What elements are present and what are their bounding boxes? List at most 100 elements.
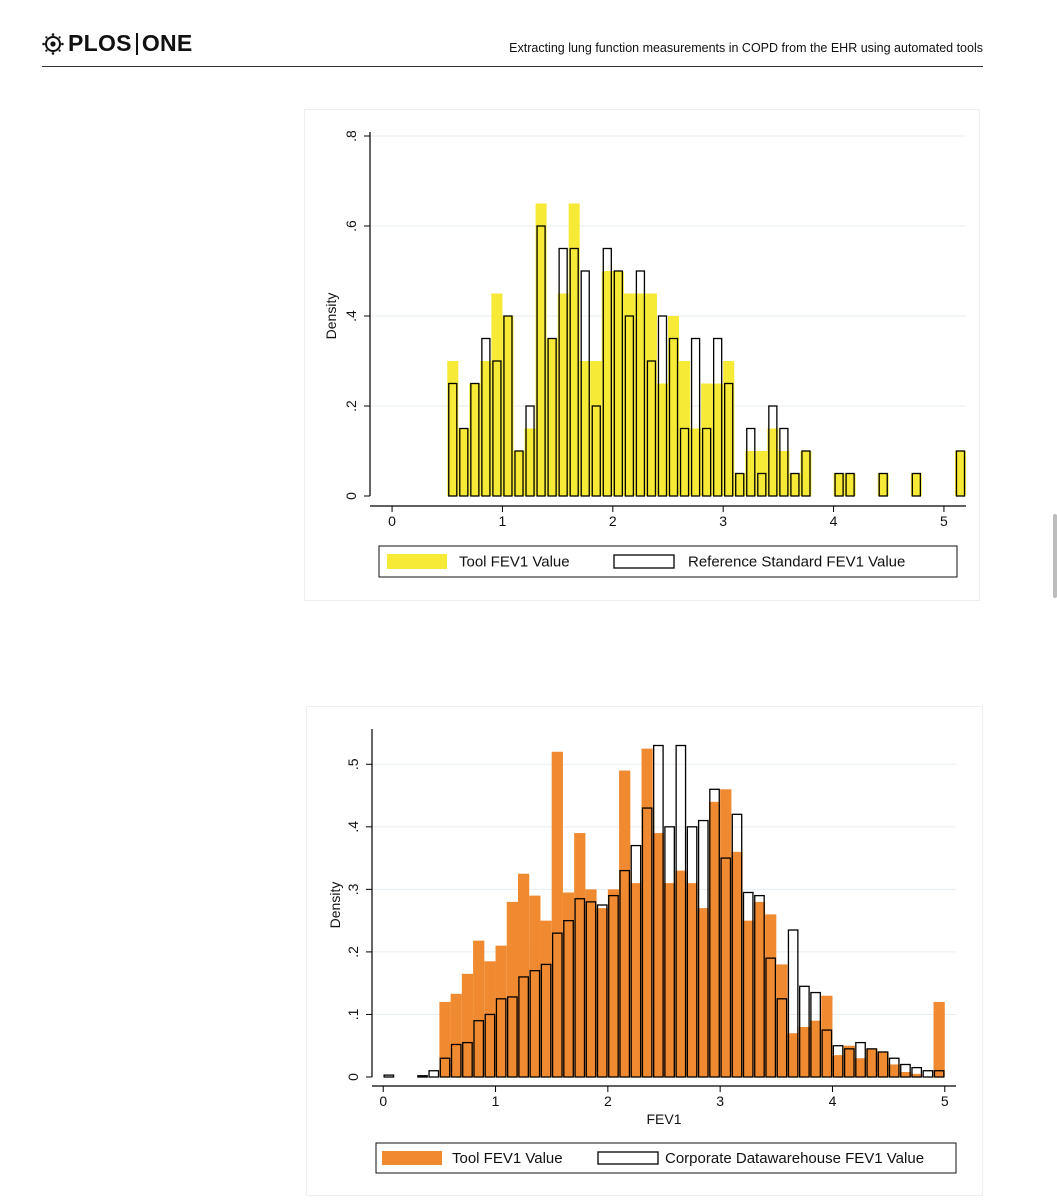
logo-divider bbox=[135, 32, 138, 55]
legend-box bbox=[375, 1142, 957, 1174]
x-tick-label: 0 bbox=[388, 513, 396, 529]
bar-reference bbox=[495, 998, 507, 1078]
y-tick-label: .8 bbox=[343, 130, 359, 142]
bar-tool bbox=[619, 770, 631, 1077]
bar-tool bbox=[668, 316, 680, 496]
bar-reference bbox=[754, 894, 765, 1078]
bar-reference bbox=[450, 1043, 462, 1078]
bar-tool bbox=[546, 338, 558, 496]
bar-tool bbox=[720, 789, 732, 1077]
bar-tool bbox=[439, 1001, 451, 1077]
bar-tool bbox=[888, 1064, 900, 1077]
bar-tool bbox=[630, 883, 642, 1077]
bar-tool bbox=[590, 361, 602, 496]
bar-tool bbox=[877, 1051, 889, 1077]
bar-tool bbox=[798, 1026, 810, 1077]
bar-reference bbox=[518, 976, 529, 1078]
bar-reference bbox=[834, 472, 844, 497]
bar-tool bbox=[742, 920, 754, 1077]
bar-reference bbox=[585, 901, 597, 1078]
bar-reference bbox=[810, 991, 821, 1078]
bar-reference bbox=[540, 963, 552, 1078]
bar-tool bbox=[469, 383, 481, 496]
legend-label-tool: Tool FEV1 Value bbox=[459, 554, 570, 571]
bar-tool bbox=[899, 1071, 912, 1077]
x-tick-label: 2 bbox=[604, 1093, 612, 1109]
bar-reference bbox=[448, 382, 458, 497]
bar-reference bbox=[720, 857, 732, 1078]
bar-tool bbox=[745, 451, 757, 496]
bar-tool bbox=[574, 833, 586, 1077]
running-title: Extracting lung function measurements in… bbox=[509, 41, 983, 55]
bar-tool bbox=[832, 1055, 844, 1077]
plos-logo-icon bbox=[42, 32, 64, 55]
x-tick-label: 4 bbox=[830, 513, 838, 529]
bar-tool bbox=[833, 473, 845, 496]
bar-reference bbox=[779, 427, 789, 497]
y-tick-label: 0 bbox=[345, 1073, 361, 1081]
y-tick-label-group: .1 bbox=[345, 1008, 361, 1020]
bar-reference bbox=[653, 744, 664, 1078]
bar-reference bbox=[866, 1048, 878, 1078]
x-tick-label: 3 bbox=[719, 513, 727, 529]
bar-reference bbox=[525, 405, 535, 497]
y-tick-label-group: .8 bbox=[343, 130, 359, 142]
y-tick-label: .5 bbox=[345, 758, 361, 770]
bar-tool bbox=[585, 889, 597, 1077]
bar-reference bbox=[608, 894, 619, 1078]
bar-tool bbox=[612, 271, 624, 496]
y-tick-label: .3 bbox=[345, 883, 361, 895]
bar-tool bbox=[495, 945, 507, 1077]
bar-tool bbox=[513, 451, 525, 496]
bar-tool bbox=[535, 203, 547, 496]
bar-reference bbox=[529, 970, 541, 1078]
bar-tool bbox=[767, 428, 779, 496]
bar-tool bbox=[645, 293, 657, 496]
bar-reference bbox=[591, 405, 601, 497]
bar-tool bbox=[458, 428, 470, 496]
bar-reference bbox=[821, 1029, 833, 1078]
bar-tool bbox=[789, 473, 801, 496]
bar-reference bbox=[439, 1057, 451, 1078]
bar-tool bbox=[601, 271, 613, 496]
bar-reference bbox=[900, 1063, 911, 1078]
legend-label-tool: Tool FEV1 Value bbox=[452, 1150, 563, 1167]
bar-tool bbox=[450, 993, 462, 1077]
bar-reference bbox=[742, 891, 754, 1078]
bar-tool bbox=[843, 1045, 855, 1077]
chart-frame bbox=[304, 109, 980, 601]
bar-tool bbox=[787, 1033, 799, 1077]
bar-reference bbox=[878, 472, 888, 497]
bar-reference bbox=[735, 472, 745, 497]
bar-reference bbox=[690, 337, 701, 497]
bar-reference bbox=[668, 337, 679, 497]
bar-tool bbox=[877, 473, 889, 496]
bar-reference bbox=[503, 315, 513, 497]
bar-tool bbox=[708, 801, 721, 1077]
bar-reference bbox=[731, 813, 743, 1078]
bar-reference bbox=[697, 819, 709, 1078]
bar-tool bbox=[623, 293, 635, 496]
histogram-tool-vs-datawarehouse: 0 .1 .2 .3 .4 .5 Density 0 1 2 3 4 5 FEV1 Tool FEV1 Va… bbox=[306, 706, 983, 1196]
bar-reference bbox=[843, 1048, 855, 1078]
legend-swatch-reference bbox=[613, 554, 675, 569]
bar-tool bbox=[854, 1058, 867, 1077]
bar-reference bbox=[709, 788, 720, 1078]
scrollbar-thumb[interactable] bbox=[1053, 514, 1057, 598]
bar-tool bbox=[712, 383, 724, 496]
bar-reference bbox=[933, 1070, 945, 1078]
bar-tool bbox=[557, 293, 569, 496]
bar-reference bbox=[635, 270, 646, 497]
bar-reference bbox=[417, 1075, 428, 1078]
bar-tool bbox=[656, 383, 668, 496]
bar-reference bbox=[563, 919, 574, 1078]
bar-tool bbox=[579, 361, 591, 496]
y-tick-label: .2 bbox=[345, 946, 361, 958]
bar-reference bbox=[911, 472, 922, 497]
bar-tool bbox=[723, 361, 735, 496]
bar-reference bbox=[712, 337, 723, 497]
bar-reference bbox=[613, 270, 624, 497]
bar-tool bbox=[933, 1001, 945, 1077]
bar-tool bbox=[910, 473, 922, 496]
bar-tool bbox=[562, 892, 575, 1077]
